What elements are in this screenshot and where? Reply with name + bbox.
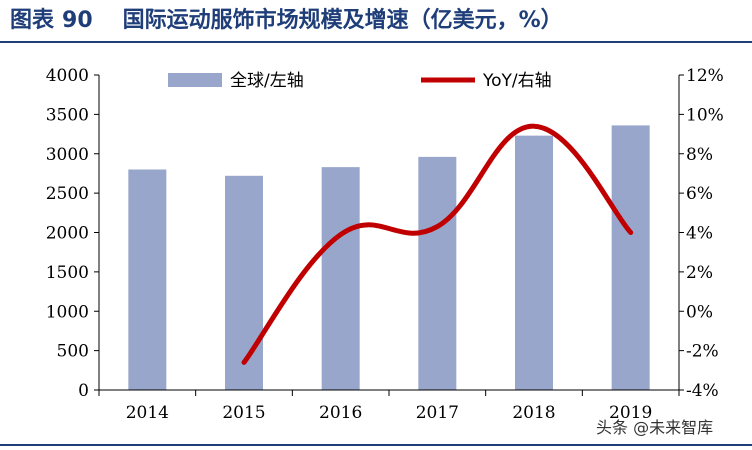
legend-swatch-global [168,73,222,87]
title-rule [0,41,752,43]
left-tick-label: 500 [57,342,89,362]
chart-title: 图表 90 国际运动服饰市场规模及增速（亿美元，%） [10,4,563,38]
left-tick-label: 2000 [46,224,89,244]
bar-2014 [128,169,167,390]
left-tick-label: 1500 [46,263,89,283]
yoy-point [340,233,342,235]
yoy-point [630,232,632,233]
figure-number: 90 [62,8,93,33]
bar-2019 [611,125,650,391]
bar-2016 [321,167,360,390]
left-tick-label: 3500 [46,105,89,125]
left-tick-label: 0 [78,381,89,401]
watermark: 头条 @未来智库 [596,418,714,437]
x-tick-label: 2017 [416,403,459,423]
x-tick-label: 2015 [222,403,265,423]
right-tick-label: 6% [686,184,713,204]
legend-label-yoy: YoY/右轴 [482,71,552,91]
right-tick-label: 8% [686,145,713,165]
yoy-point [533,125,535,127]
bar-2015 [225,175,263,390]
left-tick-label: 4000 [46,66,89,86]
bar-2017 [418,156,457,390]
yoy-point [243,361,245,363]
x-tick-label: 2018 [512,403,555,423]
footer-rule [0,444,752,446]
bar-2018 [515,135,553,390]
left-tick-label: 3000 [46,145,89,165]
x-tick-label: 2019 [609,403,652,423]
figure-label: 图表 [10,8,55,33]
x-tick-label: 2016 [319,403,362,423]
right-tick-label: -2% [686,342,719,362]
right-tick-label: -4% [686,381,719,401]
left-tick-label: 2500 [46,184,89,204]
left-tick-label: 1000 [46,302,89,322]
right-tick-label: 10% [686,105,724,125]
right-tick-label: 12% [686,66,724,86]
right-tick-label: 2% [686,263,713,283]
figure-title: 国际运动服饰市场规模及增速（亿美元，%） [122,8,563,33]
x-tick-label: 2014 [126,403,169,423]
legend-label-global: 全球/左轴 [230,71,304,91]
yoy-point [436,226,438,228]
right-tick-label: 0% [686,302,713,322]
right-tick-label: 4% [686,224,713,244]
